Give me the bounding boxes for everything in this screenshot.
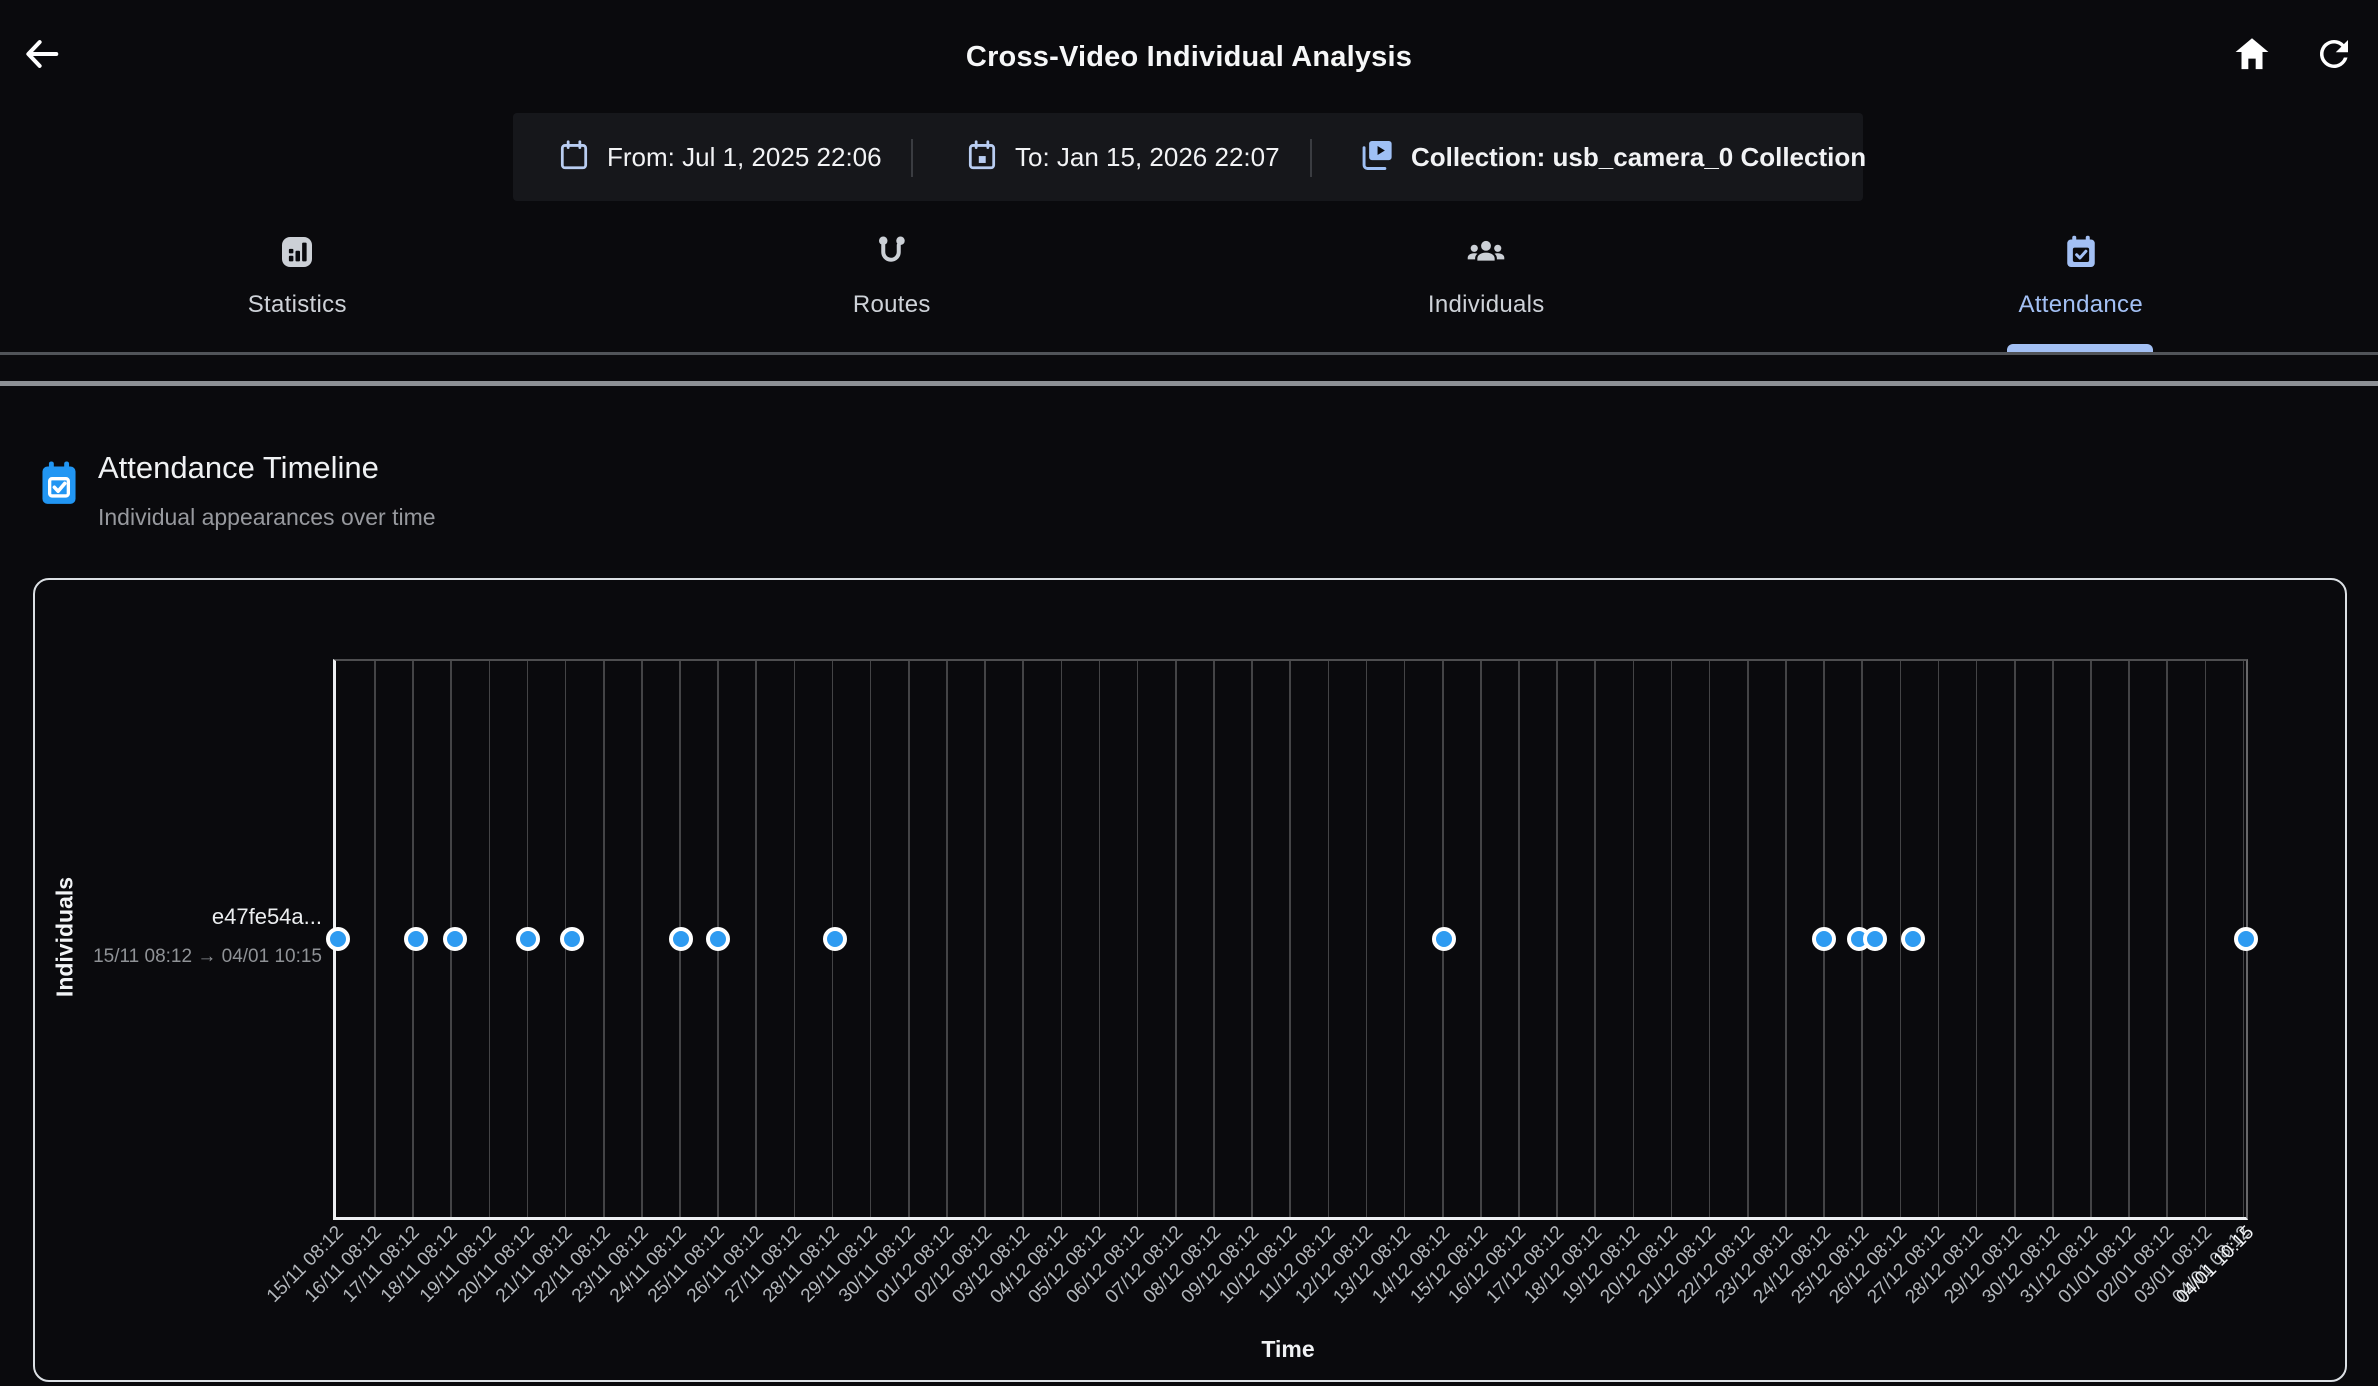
calendar-check-icon: [36, 458, 82, 513]
tabbar-divider: [0, 352, 2378, 355]
gridline: [1480, 661, 1482, 1217]
people-group-icon: [1465, 232, 1507, 277]
calendar-range-icon: [965, 138, 999, 177]
appearance-dot[interactable]: [1431, 926, 1456, 951]
gridline: [602, 661, 605, 1217]
gridline: [1403, 661, 1406, 1217]
filter-collection[interactable]: Collection: usb_camera_0 Collection: [1359, 113, 1866, 201]
filter-collection-label: Collection: usb_camera_0 Collection: [1411, 141, 1867, 172]
appearance-dot[interactable]: [442, 926, 467, 951]
page-title: Cross-Video Individual Analysis: [965, 41, 1413, 73]
filter-to-label: To: Jan 15, 2026 22:07: [1015, 141, 1280, 172]
route-icon: [872, 232, 912, 277]
gridline: [1365, 661, 1368, 1217]
gridline: [1708, 661, 1711, 1217]
section-title: Attendance Timeline: [98, 450, 379, 485]
gridline: [1251, 661, 1253, 1217]
bar-chart-icon: [277, 232, 317, 277]
individual-row-label: e47fe54a...: [211, 904, 322, 929]
timeline-plot-area: [326, 659, 2258, 1220]
gridline: [1174, 661, 1177, 1217]
appearance-dot[interactable]: [1811, 926, 1836, 951]
tab-routes[interactable]: Routes: [595, 220, 1190, 352]
gridline: [755, 661, 758, 1217]
tab-label: Attendance: [2018, 291, 2143, 318]
tab-label: Routes: [852, 291, 931, 318]
section-subtitle: Individual appearances over time: [98, 504, 436, 530]
home-icon: [2231, 33, 2273, 80]
gridline: [1136, 661, 1139, 1217]
gridline: [2052, 661, 2054, 1217]
appearance-dot[interactable]: [326, 926, 351, 951]
appearance-dot[interactable]: [1900, 926, 1925, 951]
gridline: [1785, 661, 1787, 1217]
gridline: [984, 661, 986, 1217]
refresh-icon: [2313, 33, 2355, 80]
gridline: [1899, 661, 1902, 1217]
gridline: [1518, 661, 1520, 1217]
active-tab-indicator: [2007, 344, 2153, 353]
gridline: [869, 661, 872, 1217]
y-axis-label: Individuals: [51, 876, 78, 998]
appearance-dot[interactable]: [404, 926, 429, 951]
tab-statistics[interactable]: Statistics: [0, 220, 595, 352]
appearance-dot[interactable]: [1863, 926, 1888, 951]
filter-to[interactable]: To: Jan 15, 2026 22:07: [965, 113, 1280, 201]
gridline: [1098, 661, 1101, 1217]
gridline: [1556, 661, 1558, 1217]
gridline: [1060, 661, 1063, 1217]
filter-divider: [1310, 139, 1312, 177]
gridline: [2166, 661, 2169, 1217]
filter-divider: [911, 139, 913, 177]
gridline: [488, 661, 491, 1217]
gridline: [1327, 661, 1330, 1217]
arrow-left-icon: [23, 35, 61, 78]
back-button[interactable]: [18, 32, 66, 80]
gridline: [908, 661, 910, 1217]
gridline: [946, 661, 948, 1217]
gridline: [1747, 661, 1749, 1217]
gridline: [1670, 661, 1673, 1217]
gridline: [1022, 661, 1025, 1217]
tab-individuals[interactable]: Individuals: [1189, 220, 1784, 352]
filter-from-label: From: Jul 1, 2025 22:06: [607, 141, 882, 172]
gridline: [1975, 661, 1978, 1217]
video-library-icon: [1359, 137, 1395, 178]
gridline: [1594, 661, 1597, 1217]
gridline: [2090, 661, 2092, 1217]
individual-row-range: 15/11 08:12 → 04/01 10:15: [93, 946, 322, 967]
x-axis-title: Time: [1261, 1336, 1315, 1362]
refresh-button[interactable]: [2310, 32, 2358, 80]
gridline: [641, 661, 643, 1217]
appearance-dot[interactable]: [706, 926, 731, 951]
gridline: [2128, 661, 2130, 1217]
gridline: [374, 661, 376, 1217]
gridline: [1937, 661, 1940, 1217]
tab-bar: Statistics Routes Individuals Attendance: [0, 220, 2378, 352]
calendar-check-icon: [2061, 232, 2101, 277]
home-button[interactable]: [2228, 32, 2276, 80]
calendar-icon: [557, 138, 591, 177]
tab-label: Statistics: [247, 291, 347, 318]
gridline: [1213, 661, 1215, 1217]
gridline: [1289, 661, 1291, 1217]
gridline: [2013, 661, 2016, 1217]
appearance-dot[interactable]: [559, 926, 584, 951]
tab-attendance[interactable]: Attendance: [1784, 220, 2378, 352]
appearance-dot[interactable]: [823, 926, 848, 951]
content-divider: [0, 381, 2378, 386]
gridline: [1632, 661, 1635, 1217]
tab-label: Individuals: [1427, 291, 1545, 318]
gridline: [793, 661, 796, 1217]
gridline: [2204, 661, 2207, 1217]
filter-from[interactable]: From: Jul 1, 2025 22:06: [557, 113, 882, 201]
appearance-dot[interactable]: [516, 926, 541, 951]
appearance-dot[interactable]: [668, 926, 693, 951]
appearance-dot[interactable]: [2233, 926, 2258, 951]
attendance-timeline-card: [33, 578, 2347, 1382]
filter-bar: From: Jul 1, 2025 22:06 To: Jan 15, 2026…: [513, 113, 1866, 201]
